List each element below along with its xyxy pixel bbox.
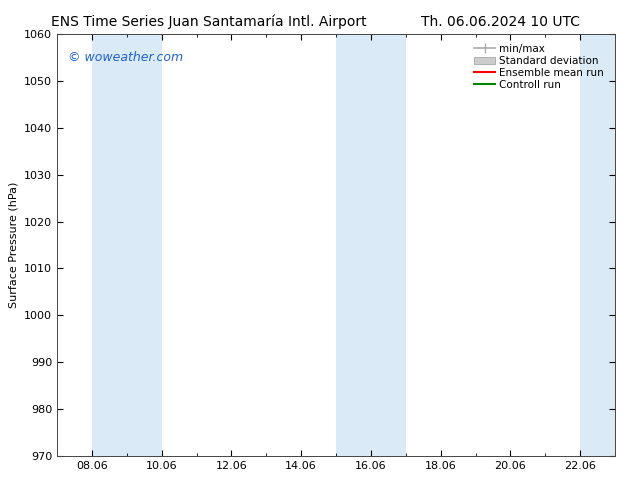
Bar [580,34,615,456]
Text: Th. 06.06.2024 10 UTC: Th. 06.06.2024 10 UTC [422,15,580,29]
Bar [336,34,406,456]
Legend: min/max, Standard deviation, Ensemble mean run, Controll run: min/max, Standard deviation, Ensemble me… [474,44,604,90]
Text: © woweather.com: © woweather.com [68,51,183,64]
Text: ENS Time Series Juan Santamaría Intl. Airport: ENS Time Series Juan Santamaría Intl. Ai… [51,15,367,29]
Bar [92,34,162,456]
Y-axis label: Surface Pressure (hPa): Surface Pressure (hPa) [8,182,18,308]
